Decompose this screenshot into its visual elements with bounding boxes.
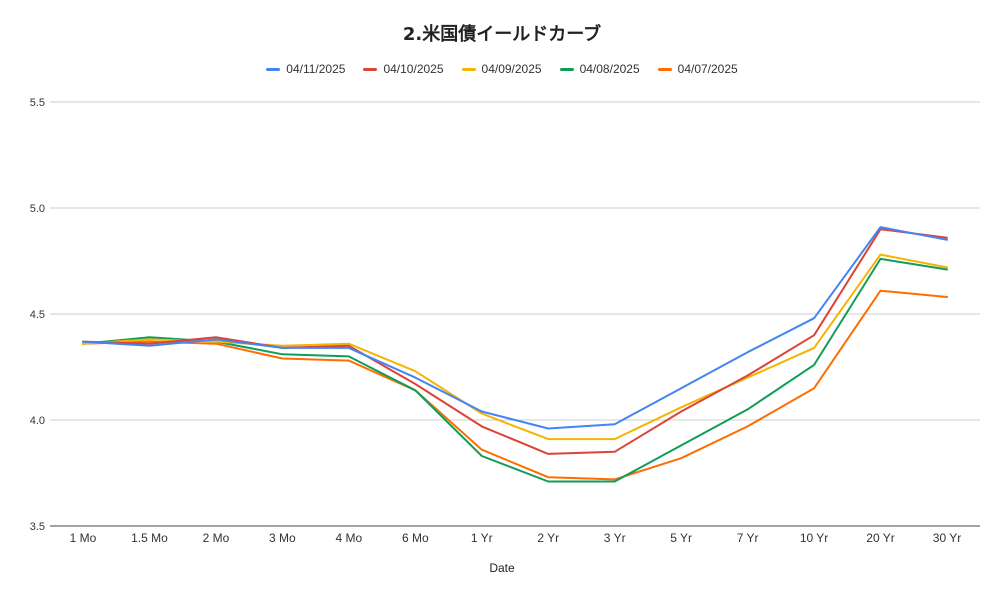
y-tick-label: 5.5 [30, 97, 45, 109]
y-tick-label: 5.0 [30, 203, 45, 215]
legend-swatch [461, 67, 476, 71]
legend-item[interactable]: 04/11/2025 [266, 62, 345, 76]
legend-swatch [657, 67, 672, 71]
legend-item[interactable]: 04/08/2025 [559, 62, 640, 76]
x-tick-label: 4 Mo [336, 531, 363, 545]
x-tick-label: 3 Yr [604, 531, 626, 545]
x-tick-label: 20 Yr [866, 531, 894, 545]
chart-title: 2.米国債イールドカーブ [402, 24, 602, 45]
legend-swatch [266, 67, 281, 71]
legend-label: 04/08/2025 [579, 62, 640, 76]
legend-item[interactable]: 04/10/2025 [363, 62, 444, 76]
chart-legend: 04/11/2025 04/10/2025 04/09/2025 04/08/2… [0, 62, 1004, 76]
y-tick-label: 4.0 [30, 415, 45, 427]
series-line [82, 253, 948, 441]
x-tick-label: 6 Mo [402, 531, 429, 545]
legend-label: 04/10/2025 [383, 62, 444, 76]
legend-label: 04/09/2025 [481, 62, 542, 76]
x-tick-label: 2 Yr [537, 531, 559, 545]
x-tick-label: 7 Yr [737, 531, 759, 545]
series-line [82, 257, 948, 483]
series-line [82, 226, 948, 430]
x-tick-label: 3 Mo [269, 531, 296, 545]
series-line [82, 289, 948, 481]
x-tick-label: 2 Mo [203, 531, 230, 545]
legend-item[interactable]: 04/09/2025 [461, 62, 542, 76]
x-axis-title: Date [489, 561, 515, 575]
y-tick-label: 4.5 [30, 309, 45, 321]
series-line [82, 228, 948, 455]
x-tick-label: 1 Yr [471, 531, 493, 545]
legend-label: 04/11/2025 [286, 62, 346, 76]
y-tick-label: 3.5 [30, 521, 45, 533]
legend-swatch [363, 67, 378, 71]
legend-swatch [559, 67, 574, 71]
x-tick-label: 30 Yr [933, 531, 961, 545]
x-tick-label: 1 Mo [70, 531, 97, 545]
legend-item[interactable]: 04/07/2025 [657, 62, 738, 76]
x-tick-label: 1.5 Mo [131, 531, 168, 545]
legend-label: 04/07/2025 [677, 62, 738, 76]
x-tick-label: 10 Yr [800, 531, 828, 545]
x-tick-label: 5 Yr [670, 531, 692, 545]
